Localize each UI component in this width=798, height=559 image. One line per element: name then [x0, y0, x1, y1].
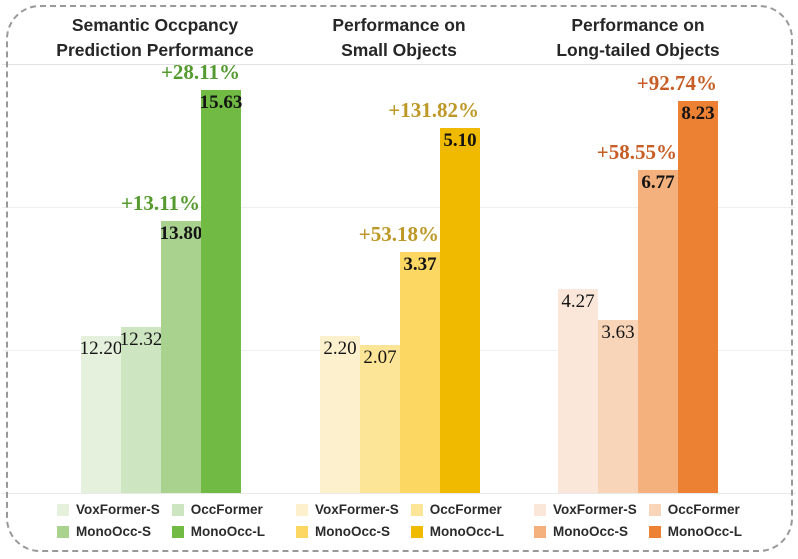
legend-swatch-icon — [648, 503, 661, 516]
gridline-baseline — [2, 493, 796, 494]
legend-swatch-icon — [56, 525, 69, 538]
legend-label: OccFormer — [667, 502, 740, 517]
legend-label: VoxFormer-S — [75, 502, 160, 517]
gridline-1 — [2, 207, 796, 208]
legend: VoxFormer-S OccFormer MonoOcc-S MonoOcc-L — [505, 502, 771, 539]
legend-label: OccFormer — [190, 502, 263, 517]
bar-value-label: 15.63 — [199, 92, 243, 113]
chart-panel-long-tailed-objects: Performance on Long-tailed Objects 4.27 3… — [532, 0, 798, 559]
legend-label: MonoOcc-S — [552, 524, 628, 539]
legend-swatch-icon — [410, 503, 423, 516]
legend-item-occformer: OccFormer — [648, 502, 742, 517]
legend-label: VoxFormer-S — [314, 502, 399, 517]
legend-item-monoocc-s: MonoOcc-S — [295, 524, 399, 539]
legend-item-monoocc-l: MonoOcc-L — [171, 524, 266, 539]
bar-voxformer-s: 12.20 — [79, 336, 123, 493]
bar-monoocc-l: 5.10 +131.82% — [388, 98, 480, 493]
bar-value-label: 12.20 — [79, 338, 123, 359]
legend-label: MonoOcc-L — [190, 524, 266, 539]
legend-item-monoocc-l: MonoOcc-L — [648, 524, 743, 539]
gain-percentage-label: +58.55% — [596, 140, 677, 164]
legend-label: VoxFormer-S — [552, 502, 637, 517]
legend-label: OccFormer — [429, 502, 502, 517]
legend-item-monoocc-s: MonoOcc-S — [533, 524, 637, 539]
bar-value-label: 13.80 — [159, 223, 203, 244]
bar-value-label: 2.20 — [323, 338, 357, 359]
legend-swatch-icon — [295, 503, 308, 516]
legend-item-occformer: OccFormer — [171, 502, 265, 517]
bar-voxformer-s: 4.27 — [558, 289, 598, 493]
legend-swatch-icon — [295, 525, 308, 538]
legend: VoxFormer-S OccFormer MonoOcc-S MonoOcc-L — [28, 502, 294, 539]
legend: VoxFormer-S OccFormer MonoOcc-S MonoOcc-L — [267, 502, 533, 539]
legend-swatch-icon — [171, 503, 184, 516]
legend-label: MonoOcc-L — [667, 524, 743, 539]
legend-swatch-icon — [56, 503, 69, 516]
bar-group: 2.20 2.07 3.37 +53.18% 5.10 +131.82% — [320, 98, 480, 493]
legend-item-monoocc-s: MonoOcc-S — [56, 524, 160, 539]
bar-monoocc-s: 13.80 +13.11% — [121, 191, 203, 493]
legend-label: MonoOcc-S — [75, 524, 151, 539]
legend-swatch-icon — [648, 525, 661, 538]
bar-occformer: 12.32 — [119, 327, 163, 493]
legend-label: MonoOcc-L — [429, 524, 505, 539]
bar-monoocc-l: 8.23 +92.74% — [637, 71, 718, 493]
gain-percentage-label: +92.74% — [636, 71, 717, 95]
bar-value-label: 3.63 — [601, 322, 635, 343]
bar-value-label: 6.77 — [641, 172, 675, 193]
legend-swatch-icon — [410, 525, 423, 538]
legend-item-occformer: OccFormer — [410, 502, 504, 517]
bar-voxformer-s: 2.20 — [320, 336, 360, 493]
bar-value-label: 4.27 — [561, 291, 595, 312]
bar-occformer: 3.63 — [598, 320, 638, 493]
legend-swatch-icon — [171, 525, 184, 538]
panel-title: Performance on Small Objects — [332, 15, 466, 60]
bar-monoocc-l: 15.63 +28.11% — [161, 60, 243, 493]
legend-item-voxformer-s: VoxFormer-S — [56, 502, 160, 517]
bar-value-label: 12.32 — [119, 329, 163, 350]
chart-panel-small-objects: Performance on Small Objects 2.20 2.07 3.3… — [266, 0, 532, 559]
chart-panel-semantic-occupancy: Semantic Occpancy Prediction Performance… — [0, 0, 266, 559]
gain-percentage-label: +131.82% — [388, 98, 479, 122]
bar-monoocc-s: 6.77 +58.55% — [597, 140, 678, 493]
legend-label: MonoOcc-S — [314, 524, 390, 539]
bar-group: 12.20 12.32 13.80 +13.11% 15.63 +28.11% — [79, 60, 243, 493]
bar-value-label: 8.23 — [681, 103, 715, 124]
legend-item-monoocc-l: MonoOcc-L — [410, 524, 505, 539]
bar-value-label: 5.10 — [443, 130, 477, 151]
bar-monoocc-s: 3.37 +53.18% — [359, 222, 440, 493]
panel-title: Performance on Long-tailed Objects — [556, 15, 720, 60]
gain-percentage-label: +13.11% — [120, 191, 200, 215]
legend-swatch-icon — [533, 503, 546, 516]
gain-percentage-label: +28.11% — [160, 60, 240, 84]
bar-value-label: 2.07 — [363, 347, 397, 368]
bar-group: 4.27 3.63 6.77 +58.55% 8.23 +92.74% — [558, 71, 718, 493]
legend-swatch-icon — [533, 525, 546, 538]
legend-item-voxformer-s: VoxFormer-S — [295, 502, 399, 517]
bar-occformer: 2.07 — [360, 345, 400, 493]
panel-title: Semantic Occpancy Prediction Performance — [56, 15, 254, 60]
legend-item-voxformer-s: VoxFormer-S — [533, 502, 637, 517]
gridline-top — [2, 64, 796, 65]
gain-percentage-label: +53.18% — [358, 222, 439, 246]
bar-value-label: 3.37 — [403, 254, 437, 275]
